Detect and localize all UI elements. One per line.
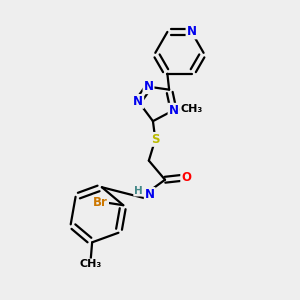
Text: N: N — [133, 95, 143, 108]
Text: N: N — [187, 26, 196, 38]
Text: O: O — [181, 171, 191, 184]
Text: N: N — [169, 104, 178, 117]
Text: S: S — [151, 133, 160, 146]
Text: N: N — [143, 80, 154, 93]
Text: H: H — [134, 186, 143, 196]
Text: N: N — [145, 188, 155, 201]
Text: Br: Br — [93, 196, 108, 209]
Text: CH₃: CH₃ — [80, 260, 102, 269]
Text: CH₃: CH₃ — [180, 104, 202, 114]
